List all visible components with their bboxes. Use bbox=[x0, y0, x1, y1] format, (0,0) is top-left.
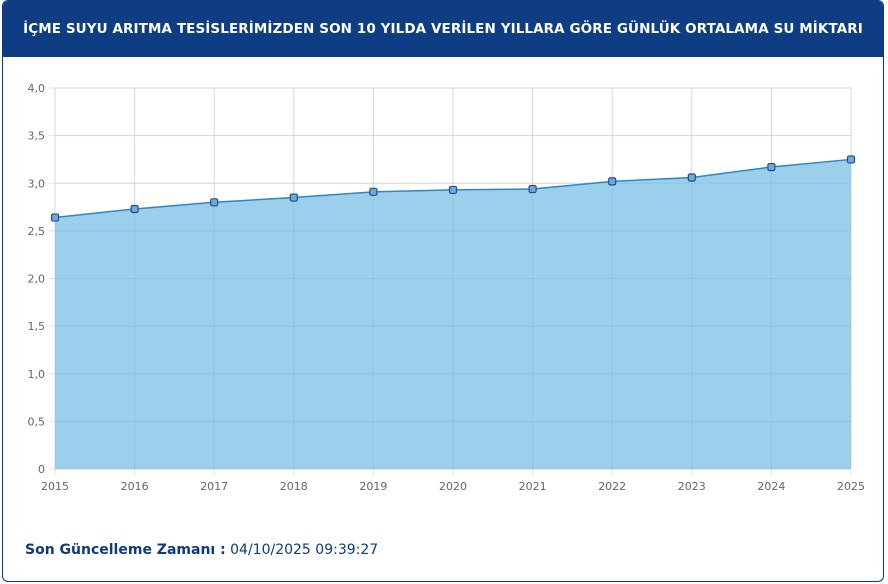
last-updated: Son Güncelleme Zamanı : 04/10/2025 09:39… bbox=[25, 542, 378, 558]
last-updated-value: 04/10/2025 09:39:27 bbox=[230, 542, 379, 558]
y-tick-label: 2,0 bbox=[28, 273, 46, 286]
y-tick-label: 3,5 bbox=[28, 130, 46, 143]
data-point bbox=[448, 185, 458, 195]
data-point bbox=[210, 198, 219, 207]
y-tick-label: 2,5 bbox=[28, 225, 46, 238]
data-point bbox=[846, 155, 856, 164]
x-tick-label: 2022 bbox=[598, 480, 626, 493]
data-point bbox=[369, 187, 378, 196]
data-point bbox=[130, 204, 139, 214]
data-point bbox=[687, 173, 696, 182]
x-tick-label: 2018 bbox=[280, 480, 308, 493]
y-tick-label: 4,0 bbox=[28, 82, 46, 95]
data-point bbox=[289, 193, 298, 202]
area-chart: 00,51,01,52,02,53,03,54,0 2015 2016 2017 20… bbox=[28, 82, 866, 493]
y-tick-label: 1,5 bbox=[28, 320, 46, 333]
y-tick-label: 3,0 bbox=[28, 177, 46, 190]
x-tick-label: 2021 bbox=[519, 480, 547, 493]
data-point bbox=[608, 177, 617, 186]
x-tick-label: 2015 bbox=[41, 480, 69, 493]
x-axis: 2015 2016 2017 2018 2019 2020 2021 2022 2023 2024… bbox=[41, 480, 865, 493]
data-points bbox=[50, 155, 856, 222]
area-fill bbox=[55, 159, 851, 469]
chart-plot bbox=[54, 87, 852, 470]
x-tick-label: 2016 bbox=[121, 480, 149, 493]
chart-title: İÇME SUYU ARITMA TESİSLERİMİZDEN SON 10 … bbox=[3, 1, 883, 57]
y-axis: 0 0,5 1,0 1,5 2,0 2,5 3,0 3,5 4,0 bbox=[28, 82, 46, 476]
last-updated-label: Son Güncelleme Zamanı : bbox=[25, 542, 226, 558]
y-tick-label: 0 bbox=[38, 463, 45, 476]
x-tick-label: 2017 bbox=[200, 480, 228, 493]
x-tick-label: 2023 bbox=[678, 480, 706, 493]
data-point bbox=[767, 162, 776, 172]
data-point bbox=[50, 213, 60, 222]
y-tick-label: 0,5 bbox=[28, 415, 46, 428]
x-tick-label: 2020 bbox=[439, 480, 467, 493]
data-point bbox=[528, 184, 537, 194]
x-tick-label: 2019 bbox=[359, 480, 387, 493]
x-tick-label: 2024 bbox=[757, 480, 785, 493]
x-tick-label: 2025 bbox=[837, 480, 865, 493]
y-tick-label: 1,0 bbox=[28, 368, 46, 381]
